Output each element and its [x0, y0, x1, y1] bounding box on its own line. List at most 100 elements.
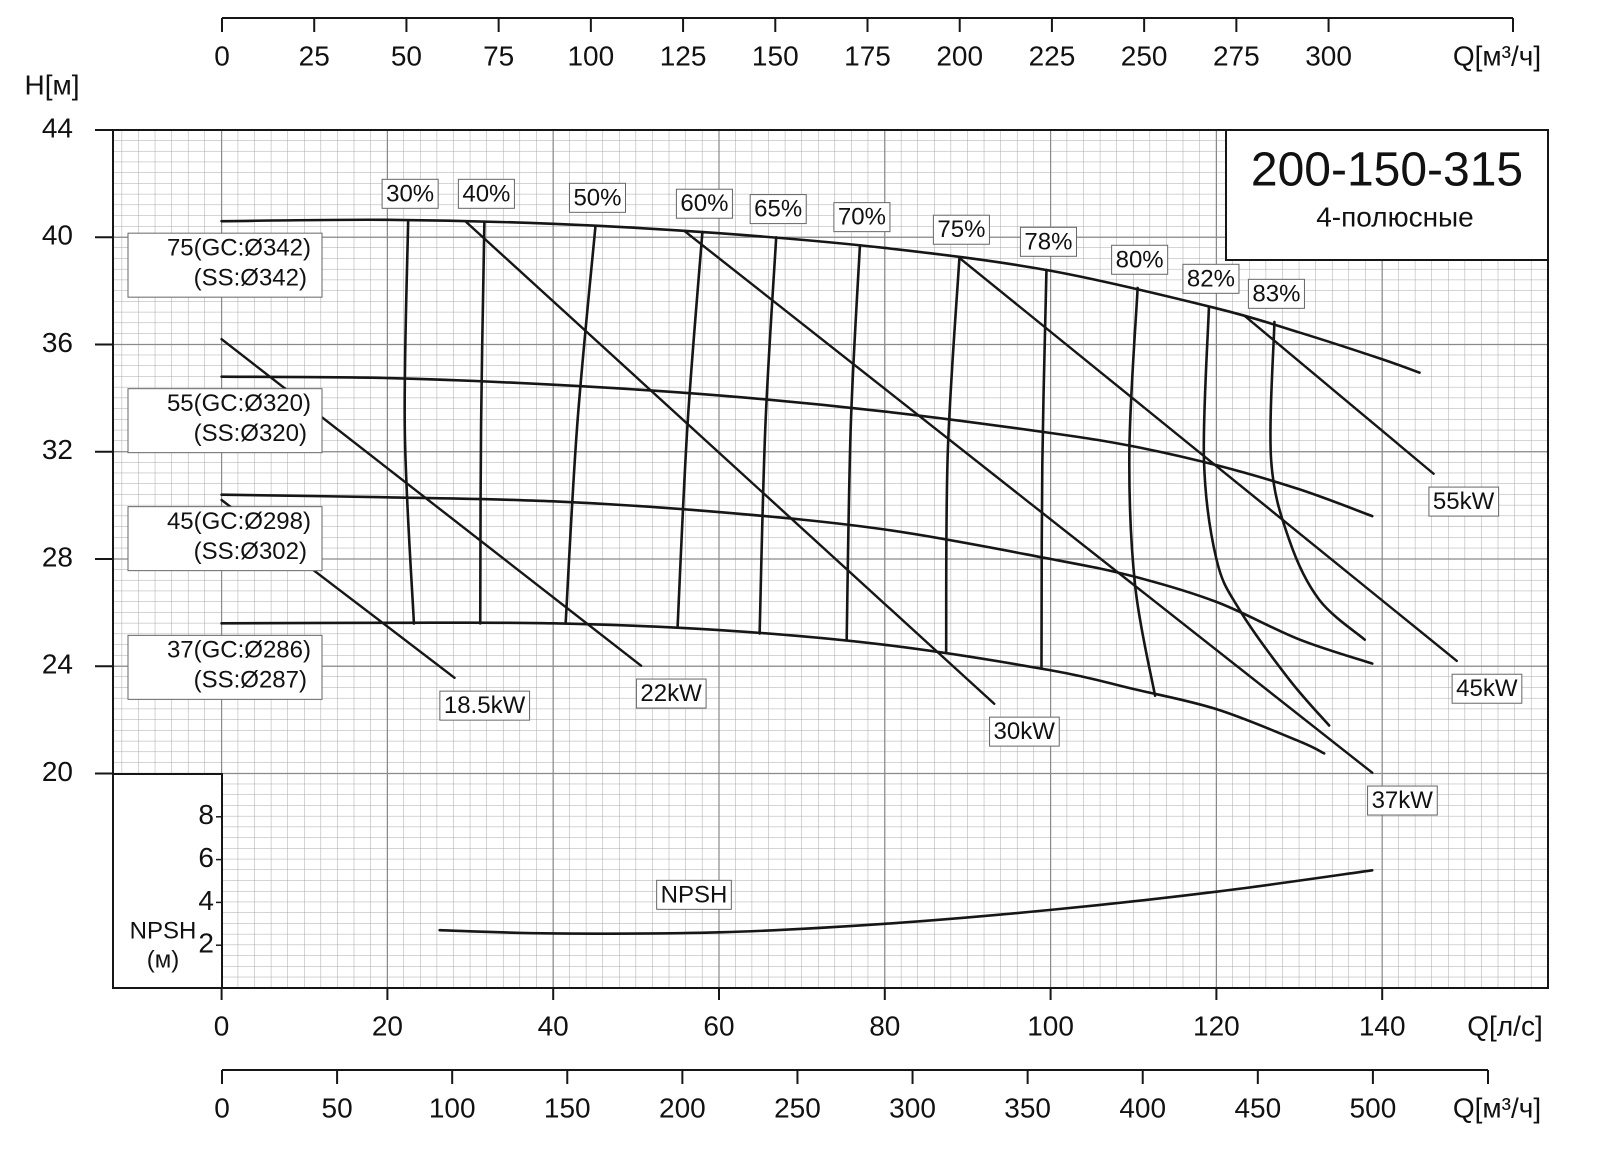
- power-curve: [464, 220, 996, 705]
- power-label: 30kW: [994, 718, 1056, 745]
- flow-tick-label: 250: [774, 1092, 821, 1123]
- power-curve: [958, 256, 1459, 663]
- power-label-box: [1451, 673, 1523, 704]
- flow-tick-label: 125: [660, 40, 707, 71]
- y-tick-label: 36: [42, 327, 73, 358]
- efficiency-curve: [478, 220, 486, 625]
- power-label: 55kW: [1433, 488, 1495, 515]
- efficiency-curve: [1040, 268, 1048, 670]
- flow-tick-label: 50: [391, 40, 422, 71]
- x-tick-label: 60: [703, 1010, 734, 1041]
- x-axis-label: Q[л/с]: [1467, 1010, 1542, 1041]
- flow-tick-label: 250: [1121, 40, 1168, 71]
- flow-tick-label: 150: [752, 40, 799, 71]
- power-label: 22kW: [640, 680, 702, 707]
- efficiency-curve: [676, 230, 704, 629]
- power-label-box: [1367, 785, 1438, 816]
- efficiency-label-box: [1247, 278, 1305, 309]
- flow-tick-label: 300: [889, 1092, 936, 1123]
- head-label: (SS:Ø302): [194, 538, 307, 565]
- flow-tick-label: 300: [1305, 40, 1352, 71]
- efficiency-label: 65%: [754, 196, 802, 223]
- power-label: 37kW: [1372, 787, 1434, 814]
- efficiency-curve: [1269, 320, 1367, 642]
- efficiency-label-box: [1019, 226, 1077, 257]
- x-tick-label: 100: [1027, 1010, 1074, 1041]
- efficiency-label-box: [568, 182, 627, 213]
- efficiency-label-box: [675, 188, 733, 219]
- x-tick-label: 40: [538, 1010, 569, 1041]
- efficiency-curve: [758, 235, 778, 635]
- head-label-box: [127, 388, 323, 454]
- head-curve: [220, 621, 1326, 755]
- efficiency-label: 70%: [838, 204, 886, 231]
- efficiency-label-box: [932, 214, 990, 245]
- efficiency-label: 75%: [937, 216, 985, 243]
- power-label-box: [635, 678, 707, 709]
- efficiency-label: 60%: [680, 190, 728, 217]
- flow-tick-label: 175: [844, 40, 891, 71]
- efficiency-label: 83%: [1252, 280, 1300, 307]
- efficiency-label-box: [381, 178, 439, 209]
- efficiency-label-box: [749, 194, 807, 225]
- npsh-tick-label: 6: [198, 842, 214, 873]
- npsh-label: NPSH: [661, 881, 728, 908]
- y-tick-label: 20: [42, 756, 73, 787]
- flow-tick-label: 100: [429, 1092, 476, 1123]
- flow-tick-label: 25: [299, 40, 330, 71]
- efficiency-label: 82%: [1187, 265, 1235, 292]
- head-curve: [220, 218, 1421, 374]
- efficiency-curve: [1202, 305, 1331, 727]
- power-label-box: [439, 690, 531, 721]
- efficiency-label-box: [457, 178, 515, 209]
- title-box: [1225, 129, 1549, 261]
- npsh-tick-label: 8: [198, 799, 214, 830]
- y-tick-label: 40: [42, 220, 73, 251]
- flow-tick-label: 450: [1234, 1092, 1281, 1123]
- npsh-tick-label: 2: [198, 928, 214, 959]
- head-label: 37(GC:Ø286): [167, 637, 311, 664]
- flow-tick-label: 0: [214, 40, 230, 71]
- y-tick-label: 24: [42, 649, 73, 680]
- efficiency-label: 30%: [386, 180, 434, 207]
- x-tick-label: 0: [214, 1010, 230, 1041]
- efficiency-label-box: [833, 202, 891, 233]
- flow-tick-label: 225: [1029, 40, 1076, 71]
- head-label: (SS:Ø320): [194, 420, 307, 447]
- efficiency-label: 80%: [1116, 246, 1164, 273]
- efficiency-label-box: [1111, 244, 1169, 275]
- power-label-box: [989, 716, 1060, 747]
- x-tick-label: 80: [869, 1010, 900, 1041]
- efficiency-curve: [403, 220, 416, 625]
- flow-tick-label: 500: [1350, 1092, 1397, 1123]
- head-label: 75(GC:Ø342): [167, 235, 311, 262]
- x-tick-label: 120: [1193, 1010, 1240, 1041]
- npsh-axis-label: NPSH: [130, 917, 197, 944]
- chart-title: 200-150-315: [1251, 144, 1523, 197]
- chart-subtitle: 4-полюсные: [1316, 201, 1474, 232]
- efficiency-label: 78%: [1024, 228, 1072, 255]
- head-label: 55(GC:Ø320): [167, 390, 311, 417]
- npsh-curve: [438, 869, 1374, 935]
- efficiency-curve: [564, 224, 597, 625]
- flow-tick-label: 75: [483, 40, 514, 71]
- x-tick-label: 140: [1359, 1010, 1406, 1041]
- flow-tick-label: 100: [567, 40, 614, 71]
- flow-tick-label: 200: [936, 40, 983, 71]
- head-label-box: [127, 634, 323, 700]
- head-label: (SS:Ø287): [194, 667, 307, 694]
- power-label-box: [1428, 486, 1500, 517]
- head-label: 45(GC:Ø298): [167, 508, 311, 535]
- power-curve: [1243, 314, 1435, 475]
- efficiency-label-box: [1182, 263, 1240, 294]
- efficiency-label: 50%: [573, 184, 621, 211]
- flow-tick-label: 200: [659, 1092, 706, 1123]
- top-axis-label: Q[м³/ч]: [1453, 40, 1541, 71]
- head-label: (SS:Ø342): [194, 265, 307, 292]
- power-curve: [682, 229, 1374, 774]
- efficiency-curve: [1127, 286, 1157, 698]
- efficiency-label: 40%: [462, 180, 510, 207]
- y-tick-label: 28: [42, 541, 73, 572]
- power-label: 18.5kW: [444, 692, 526, 719]
